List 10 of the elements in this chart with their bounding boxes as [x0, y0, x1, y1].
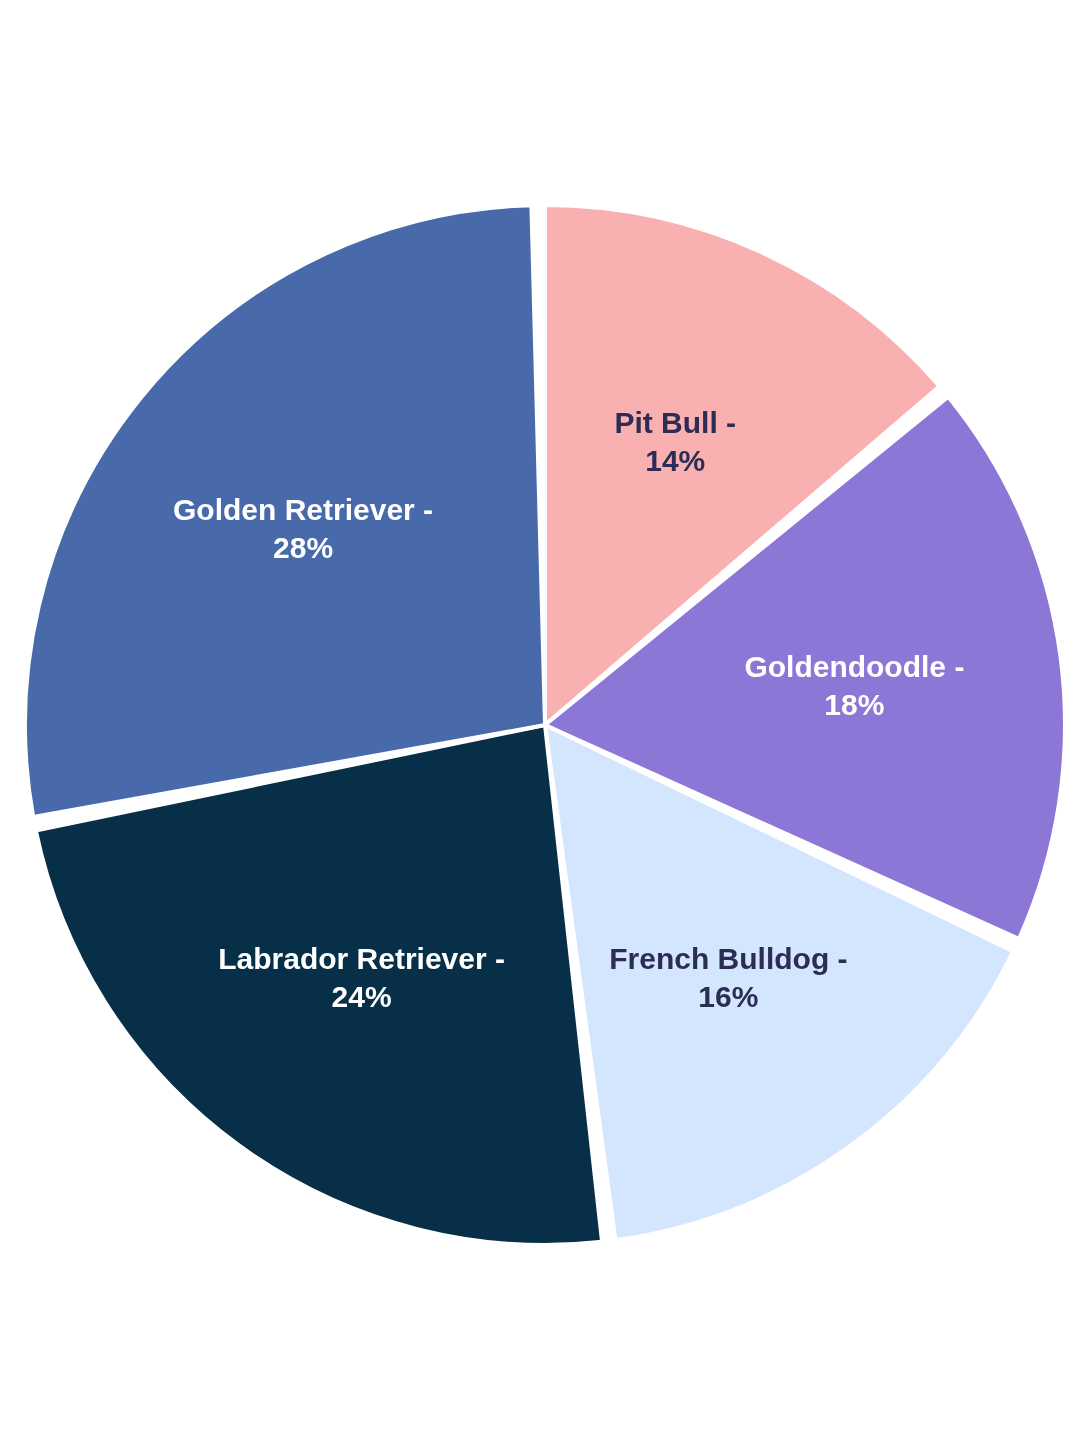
slice-label: Golden Retriever -: [173, 493, 434, 527]
slice-label: Goldendoodle -: [744, 649, 965, 683]
data-label: 24%: [331, 980, 392, 1014]
slice-label: Pit Bull -: [614, 406, 737, 440]
data-label: 16%: [698, 980, 759, 1014]
slice-label: French Bulldog -: [609, 942, 848, 976]
data-label: 14%: [645, 444, 706, 478]
data-label: 28%: [273, 531, 334, 565]
slice-label: Labrador Retriever -: [218, 942, 505, 976]
data-label: 18%: [824, 687, 885, 721]
